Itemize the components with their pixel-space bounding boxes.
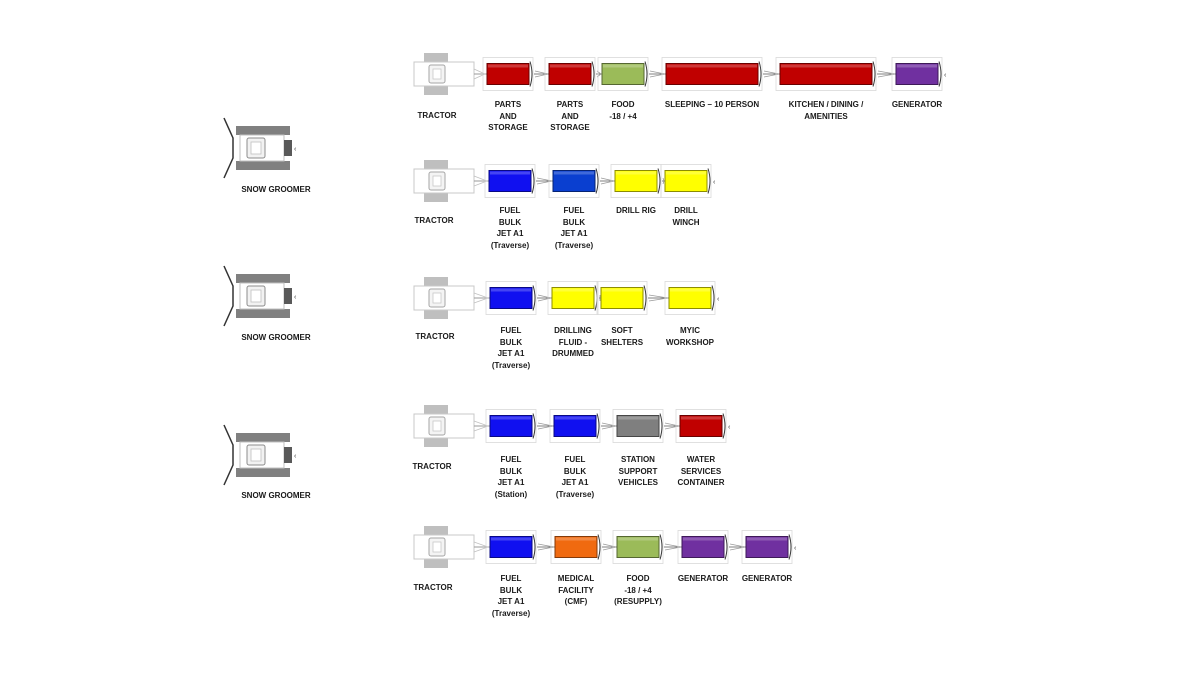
trailer-label: FOOD -18 / +4 (RESUPPLY) [614,574,662,606]
trailer-unit [677,530,746,564]
trailer-label: WATER SERVICES CONTAINER [677,455,725,487]
trailer-unit [485,530,555,564]
trailer-unit [596,281,669,315]
trailer-unit: ‹ [664,281,720,315]
svg-text:‹: ‹ [294,453,297,460]
trailer-unit [544,57,602,91]
trailer-unit [485,409,554,443]
snow-groomer-label: SNOW GROOMER [241,185,311,194]
trailer-label: PARTS AND STORAGE [488,100,528,132]
tractor-label: TRACTOR [417,111,457,120]
trailer-label: FUEL BULK JET A1 (Traverse) [491,574,531,618]
trailer-unit: ‹ [891,57,947,91]
trailer-label: FUEL BULK JET A1 (Traverse) [490,206,530,250]
trailer-unit [775,57,896,91]
snow-groomer-icon: ‹ [223,424,297,486]
trailer-unit [610,164,665,198]
trailer-label: DRILL WINCH [672,206,700,227]
trailer-unit [661,57,780,91]
snow-groomer-label: SNOW GROOMER [241,333,311,342]
trailer-unit [548,164,615,198]
trailer-label: DRILL RIG [616,206,656,215]
snow-groomer-icon: ‹ [223,117,297,179]
trailer-label: STATION SUPPORT VEHICLES [617,455,659,487]
svg-text:‹: ‹ [944,72,947,79]
svg-text:‹: ‹ [794,545,797,552]
trailer-unit: ‹ [660,164,716,198]
trailer-label: FUEL BULK JET A1 (Station) [494,455,528,499]
trailer-unit [547,281,601,315]
trailer-label: DRILLING FLUID - DRUMMED [552,326,594,358]
svg-text:‹: ‹ [713,179,716,186]
trailer-label: SLEEPING – 10 PERSON [664,100,760,109]
tractor-label: TRACTOR [414,216,454,225]
trailer-unit [612,530,682,564]
tractor-label: TRACTOR [415,332,455,341]
trailer-label: PARTS AND STORAGE [550,100,590,132]
svg-text:‹: ‹ [294,146,297,153]
tractor-icon [413,405,490,447]
svg-text:‹: ‹ [728,424,731,431]
snow-groomer-label: SNOW GROOMER [241,491,311,500]
trailer-label: GENERATOR [741,574,793,583]
trailer-label: SOFT SHELTERS [600,326,644,347]
tractor-icon [413,53,487,95]
trailer-unit: ‹ [741,530,797,564]
trailer-label: FOOD -18 / +4 [609,100,637,121]
svg-text:‹: ‹ [717,296,720,303]
trailer-unit [484,164,553,198]
trailer-unit [597,57,666,91]
trailer-unit [549,409,617,443]
trailer-label: FUEL BULK JET A1 (Traverse) [491,326,531,370]
trailer-label: FUEL BULK JET A1 (Traverse) [555,455,595,499]
trailer-unit [485,281,552,315]
snow-groomer-icon: ‹ [223,265,297,327]
tractor-label: TRACTOR [413,583,453,592]
tractor-icon [413,160,489,202]
trailer-label: FUEL BULK JET A1 (Traverse) [554,206,594,250]
trailer-unit [612,409,680,443]
svg-text:‹: ‹ [294,294,297,301]
trailer-label: MYIC WORKSHOP [666,326,714,347]
trailer-unit: ‹ [675,409,731,443]
tractor-icon [413,526,490,568]
trailer-label: KITCHEN / DINING / AMENITIES [788,100,864,121]
trailer-label: GENERATOR [677,574,729,583]
tractor-label: TRACTOR [412,462,452,471]
trailer-label: GENERATOR [891,100,943,109]
trailer-unit [550,530,617,564]
trailer-unit [482,57,549,91]
trailer-label: MEDICAL FACILITY (CMF) [557,574,595,606]
tractor-icon [413,277,490,319]
